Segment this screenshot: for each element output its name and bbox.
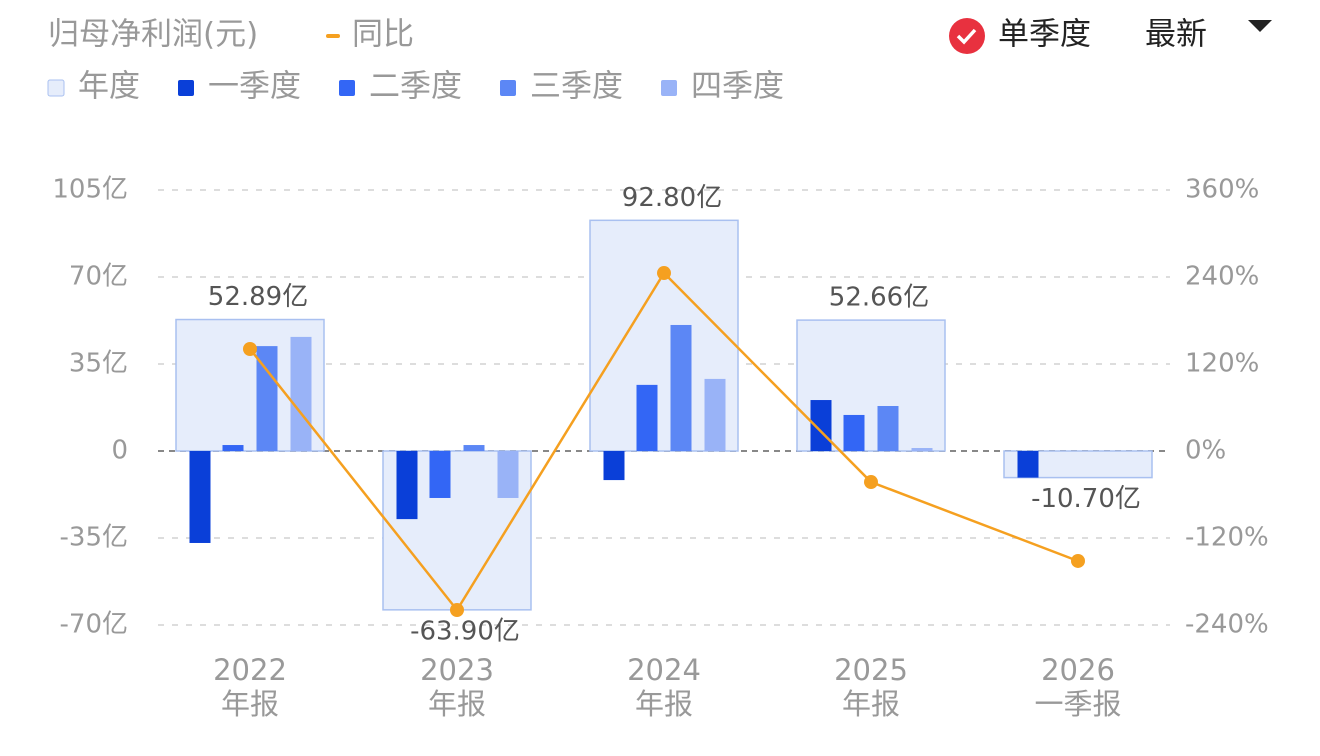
y-tick-label: 70亿 (69, 262, 128, 292)
mode-label: 单季度 (998, 17, 1091, 53)
quarter-bar (877, 406, 899, 451)
quarter-bar (704, 378, 726, 451)
quarter-bar (222, 445, 244, 451)
y-tick-label: 35亿 (69, 349, 128, 379)
check-icon (949, 18, 985, 54)
value-label: 92.80亿 (622, 183, 722, 213)
legend-swatch (661, 80, 677, 96)
value-label: -10.70亿 (1031, 484, 1141, 514)
value-label: 52.89亿 (208, 282, 308, 312)
quarter-bar (497, 451, 519, 498)
y-tick-label: -70亿 (60, 610, 128, 640)
legend-label: 同比 (352, 17, 414, 53)
y-tick-label: 0 (111, 436, 128, 466)
legend-swatch (47, 79, 65, 97)
value-label: -63.90亿 (410, 616, 520, 646)
x-tick-label: 2024 (627, 653, 701, 687)
legend-swatch (178, 80, 194, 96)
legend-swatch (500, 80, 516, 96)
dropdown-arrow (1248, 20, 1272, 32)
yoy-point (657, 266, 671, 281)
yoy-point (450, 602, 464, 617)
x-tick-label: 2022 (213, 653, 287, 687)
quarter-bar (843, 414, 865, 451)
quarter-bar (911, 448, 933, 451)
x-tick-label: 年报 (428, 687, 486, 721)
quarter-bar (429, 451, 451, 498)
quarter-bar (636, 384, 658, 451)
chart-title: 归母净利润(元) (48, 17, 258, 53)
value-label: 52.66亿 (829, 283, 929, 313)
x-tick-label: 2023 (420, 653, 494, 687)
legend-label: 年度 (78, 69, 140, 105)
sort-label: 最新 (1145, 17, 1207, 53)
legend-swatch (326, 34, 340, 38)
y-tick-label: -35亿 (60, 523, 128, 553)
quarter-bar (290, 336, 312, 451)
quarter-bar (1017, 451, 1039, 478)
x-tick-label: 年报 (221, 687, 279, 721)
x-tick-label: 一季报 (1034, 687, 1121, 721)
quarter-bar (396, 451, 418, 520)
yoy-point (1071, 553, 1085, 568)
y2-tick-label: 360% (1185, 175, 1259, 205)
quarter-bar (256, 346, 278, 451)
mode-toggle[interactable]: 单季度 (949, 17, 1091, 55)
y-tick-label: 105亿 (52, 175, 128, 205)
y2-tick-label: 0% (1185, 436, 1226, 466)
yoy-point (243, 341, 257, 356)
quarter-bar (463, 445, 485, 451)
sort-dropdown[interactable]: 最新 (1145, 17, 1272, 53)
quarter-bar (603, 451, 625, 481)
check-mark (956, 28, 977, 45)
y2-tick-label: -240% (1185, 610, 1269, 640)
x-tick-label: 年报 (842, 687, 900, 721)
legend-label: 四季度 (691, 69, 784, 105)
yoy-point (864, 475, 878, 490)
y2-tick-label: -120% (1185, 523, 1269, 553)
y2-tick-label: 240% (1185, 262, 1259, 292)
x-tick-label: 年报 (635, 687, 693, 721)
x-tick-label: 2025 (834, 653, 908, 687)
legend-label: 三季度 (530, 69, 623, 105)
legend-label: 二季度 (369, 69, 462, 105)
y2-tick-label: 120% (1185, 349, 1259, 379)
legend-label: 一季度 (208, 69, 301, 105)
quarter-bar (670, 324, 692, 451)
x-tick-label: 2026 (1041, 653, 1115, 687)
legend-swatch (339, 80, 355, 96)
quarter-bar (189, 451, 211, 543)
